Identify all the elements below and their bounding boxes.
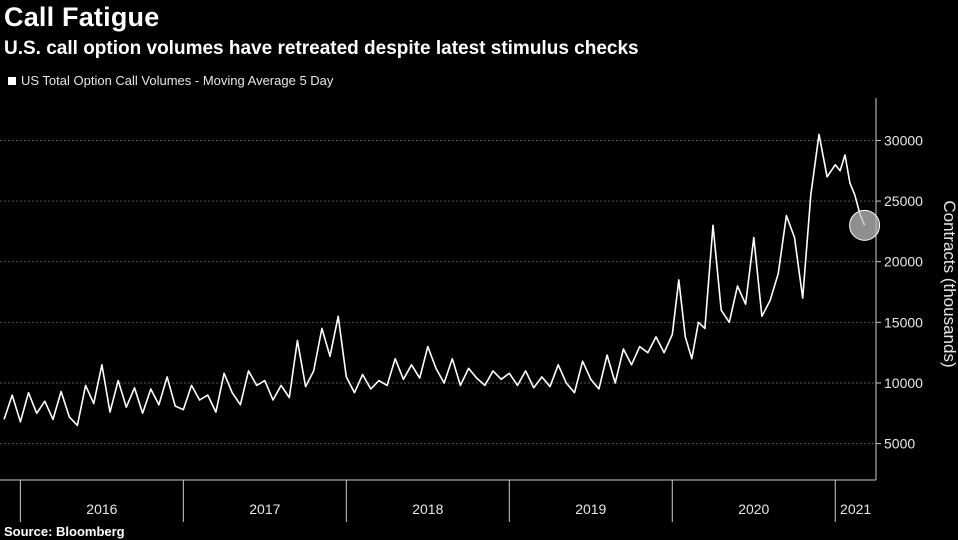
x-tick-label: 2021	[840, 501, 871, 517]
y-tick-label: 30000	[884, 132, 923, 148]
y-axis: 5000 10000 15000 20000 25000 30000	[875, 98, 923, 480]
x-tick-label: 2018	[412, 501, 443, 517]
source-note: Source: Bloomberg	[4, 524, 125, 539]
y-tick-label: 15000	[884, 314, 923, 330]
chart-title: Call Fatigue	[4, 2, 160, 32]
x-tick-label: 2020	[738, 501, 769, 517]
y-tick-label: 10000	[884, 375, 923, 391]
y-tick-label: 20000	[884, 254, 923, 270]
legend: US Total Option Call Volumes - Moving Av…	[8, 73, 333, 88]
chart-subtitle: U.S. call option volumes have retreated …	[4, 38, 639, 59]
x-tick-label: 2019	[575, 501, 606, 517]
x-axis: 2016 2017 2018 2019 2020 2021	[0, 479, 876, 522]
legend-label: US Total Option Call Volumes - Moving Av…	[21, 73, 334, 88]
grid-lines	[0, 139, 876, 445]
y-tick-label: 5000	[884, 436, 915, 452]
series-group	[3, 133, 881, 427]
x-tick-label: 2017	[249, 501, 280, 517]
series-line	[3, 133, 866, 427]
y-axis-label: Contracts (thousands)	[940, 200, 958, 367]
y-tick-label: 25000	[884, 193, 923, 209]
x-tick-label: 2016	[86, 501, 117, 517]
legend-swatch	[8, 76, 16, 85]
latest-value-marker	[849, 209, 881, 241]
